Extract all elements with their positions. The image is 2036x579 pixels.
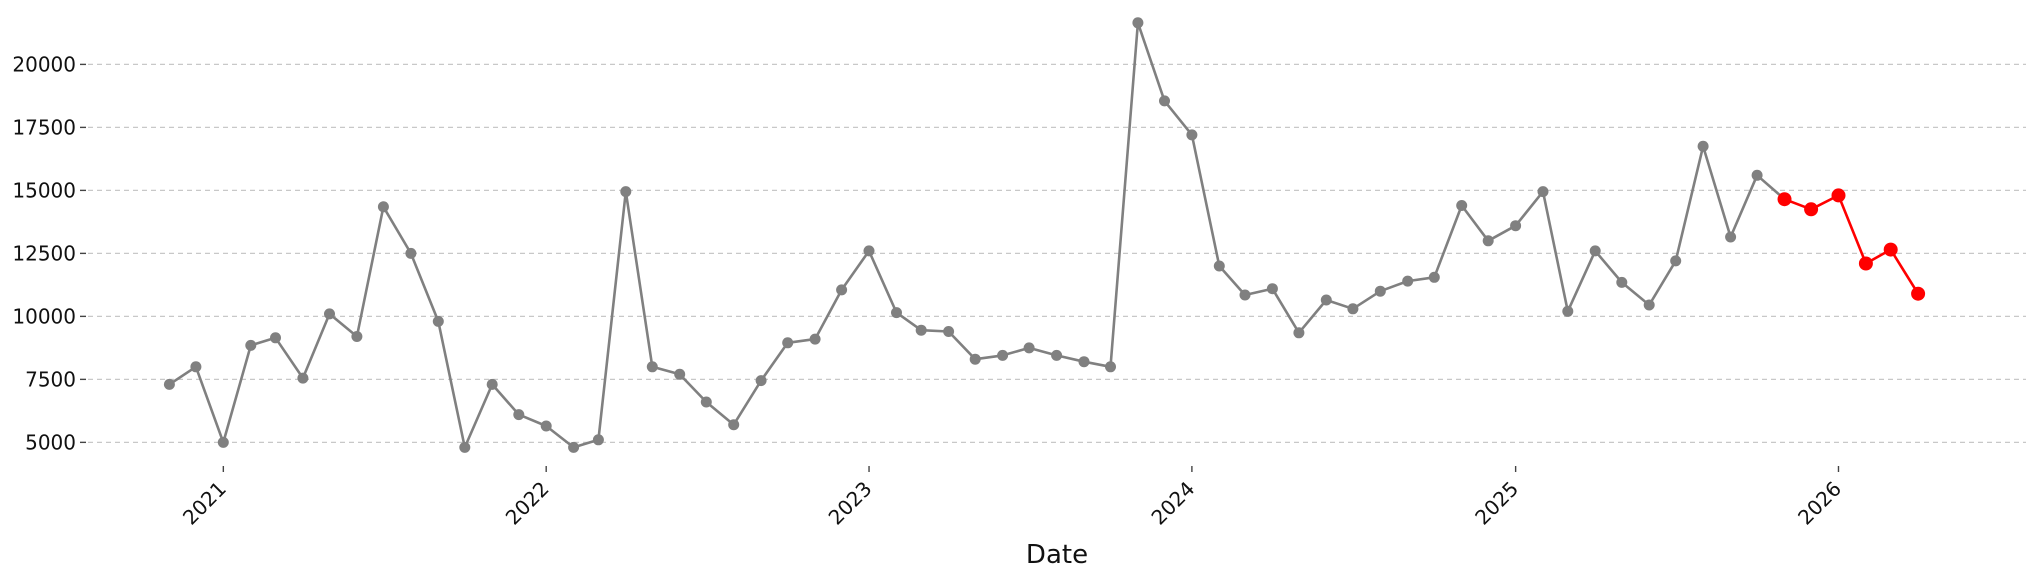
- y-tick-label: 15000: [12, 178, 76, 202]
- data-point: [1239, 289, 1251, 301]
- data-point: [1858, 256, 1873, 271]
- y-tick-label: 7500: [25, 367, 76, 391]
- data-point: [1777, 192, 1792, 207]
- series-group: [163, 17, 1926, 453]
- data-point: [1883, 242, 1898, 257]
- x-tick-label: 2023: [824, 477, 877, 530]
- data-point: [1023, 342, 1035, 354]
- data-point: [1347, 303, 1359, 315]
- data-point: [351, 331, 363, 342]
- data-point: [1320, 294, 1332, 306]
- series-line: [168, 21, 1786, 449]
- data-point: [1374, 285, 1386, 297]
- data-point: [513, 409, 525, 421]
- data-point: [245, 339, 257, 351]
- y-tick-label: 12500: [12, 241, 76, 265]
- data-point: [755, 375, 767, 387]
- data-point: [674, 368, 686, 380]
- x-tick-label: 2025: [1470, 477, 1523, 530]
- x-axis-title: Date: [1026, 540, 1088, 570]
- data-point: [592, 434, 604, 446]
- data-point: [700, 396, 712, 408]
- data-point: [1697, 140, 1709, 152]
- data-point: [1751, 169, 1763, 181]
- x-tick-label: 2021: [178, 477, 231, 530]
- data-point: [1643, 299, 1655, 311]
- data-point: [1105, 361, 1116, 373]
- data-point: [1159, 95, 1170, 107]
- data-point: [1428, 271, 1440, 283]
- data-point: [728, 419, 740, 431]
- y-axis: 5000 7500 10000 12500 15000 17500 20000: [12, 52, 86, 454]
- data-point: [1402, 275, 1414, 287]
- data-point: [1510, 220, 1522, 232]
- data-point: [568, 441, 580, 453]
- data-point: [459, 441, 471, 453]
- data-point: [324, 308, 335, 320]
- data-point: [486, 378, 498, 390]
- data-point: [217, 436, 229, 448]
- x-tick-label: 2022: [501, 477, 554, 530]
- data-point: [1537, 186, 1549, 198]
- data-point: [915, 324, 927, 336]
- data-point: [1562, 305, 1574, 317]
- data-point: [1482, 235, 1494, 247]
- data-point: [646, 361, 658, 373]
- data-point: [1266, 283, 1278, 295]
- grid-lines: [88, 63, 2026, 443]
- data-point: [1725, 231, 1737, 243]
- data-point: [190, 361, 202, 373]
- data-point: [1670, 255, 1682, 267]
- data-point: [432, 315, 444, 327]
- data-point: [1831, 188, 1846, 203]
- data-point: [1132, 17, 1144, 29]
- y-tick-label: 17500: [12, 115, 76, 139]
- data-point: [863, 245, 875, 257]
- data-point: [620, 186, 632, 198]
- data-point: [969, 353, 981, 365]
- y-tick-label: 20000: [12, 52, 76, 76]
- data-point: [809, 333, 821, 345]
- y-tick-label: 5000: [25, 430, 76, 454]
- data-point: [270, 332, 281, 344]
- data-point: [1456, 200, 1468, 211]
- data-point: [540, 420, 552, 432]
- y-tick-label: 10000: [12, 304, 76, 328]
- x-axis: 2021 2022 2023 2024 2025 2026: [178, 466, 1846, 530]
- data-point: [1078, 356, 1090, 368]
- data-point: [405, 247, 417, 259]
- data-point: [163, 378, 175, 390]
- data-point: [782, 337, 794, 349]
- data-point: [1213, 260, 1225, 272]
- data-point: [836, 284, 848, 296]
- x-tick-label: 2024: [1146, 477, 1199, 530]
- data-point: [297, 372, 309, 384]
- data-point: [1911, 286, 1926, 301]
- data-point: [1589, 245, 1601, 257]
- data-point: [377, 201, 389, 213]
- data-point: [891, 307, 902, 319]
- data-point: [943, 326, 955, 337]
- x-tick-label: 2026: [1793, 477, 1846, 530]
- data-point: [997, 349, 1009, 361]
- data-point: [1051, 349, 1063, 361]
- data-point: [1186, 129, 1198, 141]
- data-point: [1293, 327, 1305, 339]
- data-point: [1804, 202, 1819, 217]
- data-point: [1616, 276, 1628, 288]
